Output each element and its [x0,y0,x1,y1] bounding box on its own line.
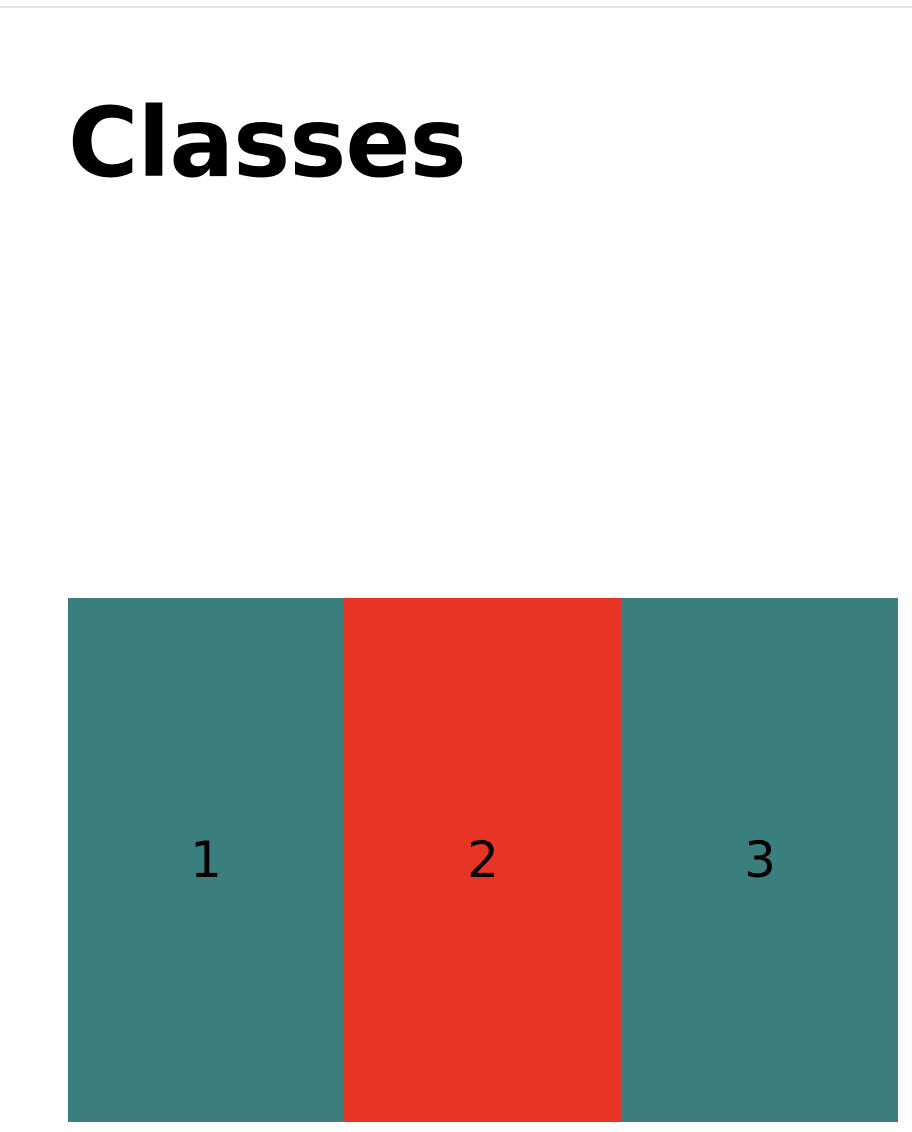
class-box-label: 1 [190,831,222,889]
class-box-1: 1 [68,598,344,1122]
class-boxes: 1 2 3 [68,598,898,1122]
page-title: Classes [68,78,466,208]
class-box-label: 2 [467,831,499,889]
class-box-label: 3 [744,831,776,889]
class-box-2: 2 [344,598,622,1122]
top-divider [0,6,912,8]
class-box-3: 3 [622,598,898,1122]
